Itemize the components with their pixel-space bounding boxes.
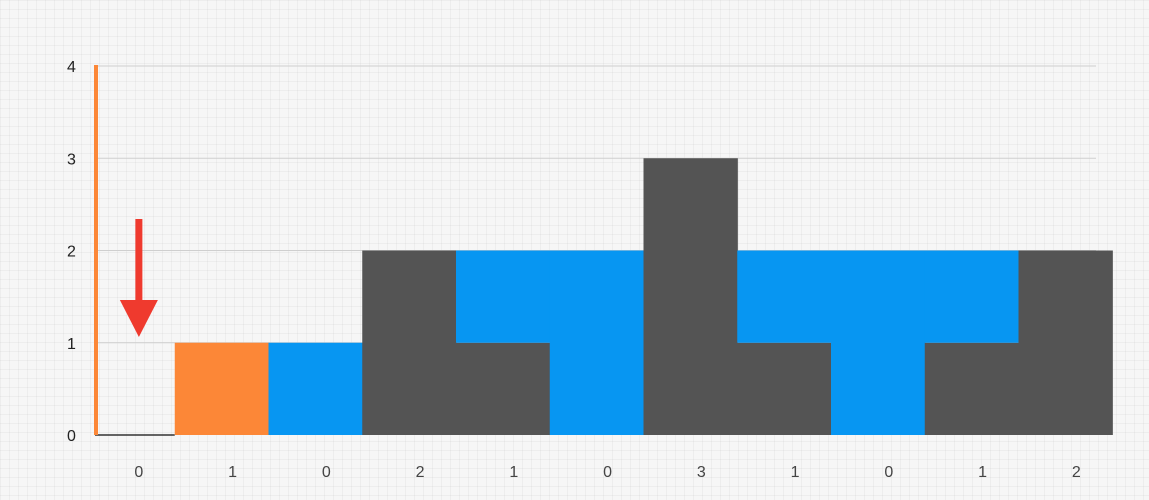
water-4 xyxy=(456,250,551,343)
bar-6 xyxy=(643,158,738,435)
x-tick-label-8: 0 xyxy=(884,464,893,481)
bars xyxy=(95,158,1113,436)
x-tick-label-0: 0 xyxy=(134,464,143,481)
x-tick-label-1: 1 xyxy=(228,464,237,481)
water-2 xyxy=(268,342,363,435)
x-tick-label-3: 2 xyxy=(416,464,425,481)
water-7 xyxy=(737,250,832,343)
x-tick-label-2: 0 xyxy=(322,464,331,481)
pointer-arrow-icon xyxy=(119,300,158,337)
y-tick-labels: 0 1 2 3 4 xyxy=(67,59,76,445)
x-tick-labels: 0 1 0 2 1 0 3 1 0 1 2 xyxy=(134,464,1081,481)
highlighted-bar xyxy=(174,342,270,435)
bar-4 xyxy=(456,342,551,435)
x-tick-label-9: 1 xyxy=(978,464,987,481)
bar-10 xyxy=(1018,250,1113,435)
markers xyxy=(119,219,158,337)
x-tick-label-7: 1 xyxy=(791,464,800,481)
bar-7 xyxy=(737,342,832,435)
pointer-arrow-shaft xyxy=(135,219,143,301)
water-5 xyxy=(549,250,645,435)
y-tick-label-1: 1 xyxy=(67,336,76,353)
y-tick-label-4: 4 xyxy=(67,59,76,76)
bar-3 xyxy=(362,250,457,435)
axes xyxy=(94,65,98,435)
y-tick-label-2: 2 xyxy=(67,244,76,261)
x-tick-label-5: 0 xyxy=(603,464,612,481)
x-tick-label-10: 2 xyxy=(1072,464,1081,481)
y-tick-label-3: 3 xyxy=(67,151,76,168)
y-axis-line xyxy=(94,65,98,435)
water-9 xyxy=(924,250,1020,343)
water-8 xyxy=(831,250,926,435)
bar-9 xyxy=(924,342,1020,435)
y-tick-label-0: 0 xyxy=(67,428,76,445)
x-tick-label-4: 1 xyxy=(509,464,518,481)
x-tick-label-6: 3 xyxy=(697,464,706,481)
